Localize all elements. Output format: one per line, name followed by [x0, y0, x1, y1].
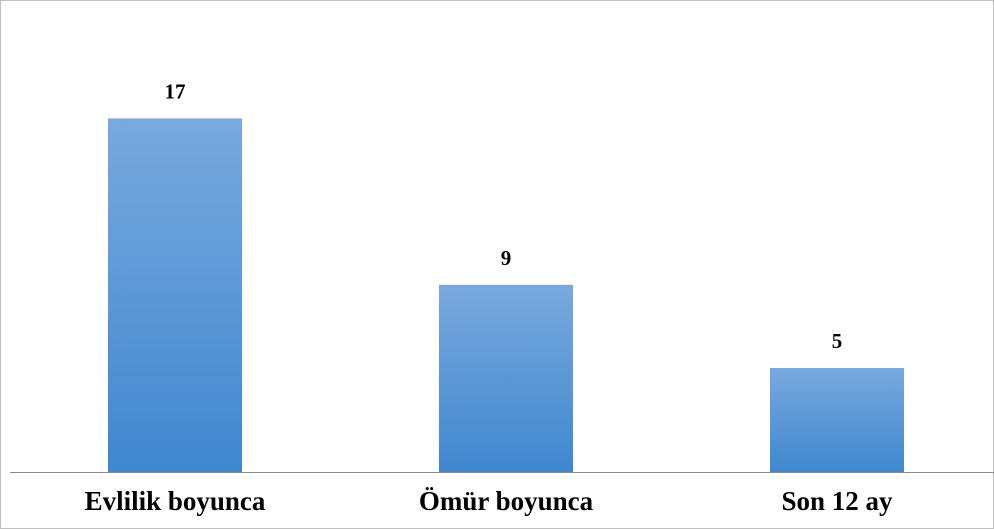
bars-group	[108, 118, 904, 473]
category-label-2: Ömür boyunca	[419, 486, 594, 516]
category-label-3: Son 12 ay	[781, 486, 893, 516]
category-labels-group: Evlilik boyunca Ömür boyunca Son 12 ay	[85, 486, 893, 516]
bar-1	[108, 118, 242, 473]
category-label-1: Evlilik boyunca	[85, 486, 266, 516]
bar-value-label-1: 17	[165, 79, 186, 103]
bar-2	[439, 284, 573, 472]
bar-value-label-3: 5	[832, 329, 843, 353]
bar-value-label-2: 9	[501, 246, 512, 270]
bar-3	[770, 368, 904, 472]
